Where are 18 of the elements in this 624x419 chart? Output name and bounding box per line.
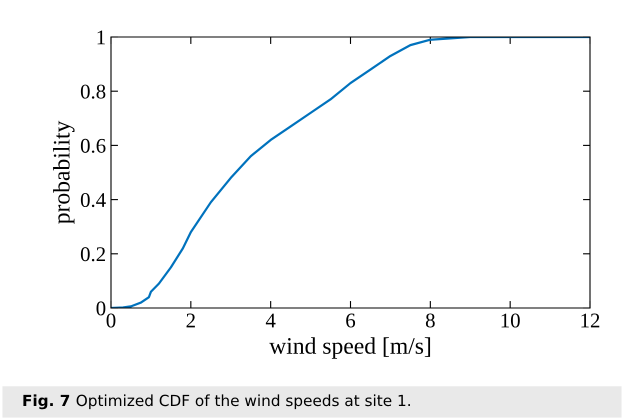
- x-tick-label: 0: [106, 313, 116, 328]
- x-tick-label: 6: [346, 314, 356, 328]
- y-tick-label: 0: [96, 301, 106, 316]
- y-tick-label: 0.4: [80, 192, 106, 208]
- x-tick-label: 2: [186, 314, 195, 328]
- caption: Fig. 7: [23, 394, 70, 410]
- x-tick-label: 8: [426, 313, 435, 328]
- x-axis-title: wind speed [m/s]: [269, 337, 430, 359]
- y-tick-label: 0.2: [80, 247, 105, 262]
- y-axis-title: probability: [53, 120, 75, 224]
- line-series: [111, 37, 590, 308]
- text: Optimized CDF of the wind speeds at site 1.: [76, 394, 410, 410]
- y-tick-label: 0.6: [80, 138, 106, 153]
- x-tick-label: 4: [266, 314, 276, 328]
- y-tick-label: 0.8: [80, 84, 106, 99]
- y-tick-label: 1: [98, 30, 105, 44]
- x-tick-label: 12: [581, 314, 600, 328]
- x-tick-label: 10: [502, 313, 520, 328]
